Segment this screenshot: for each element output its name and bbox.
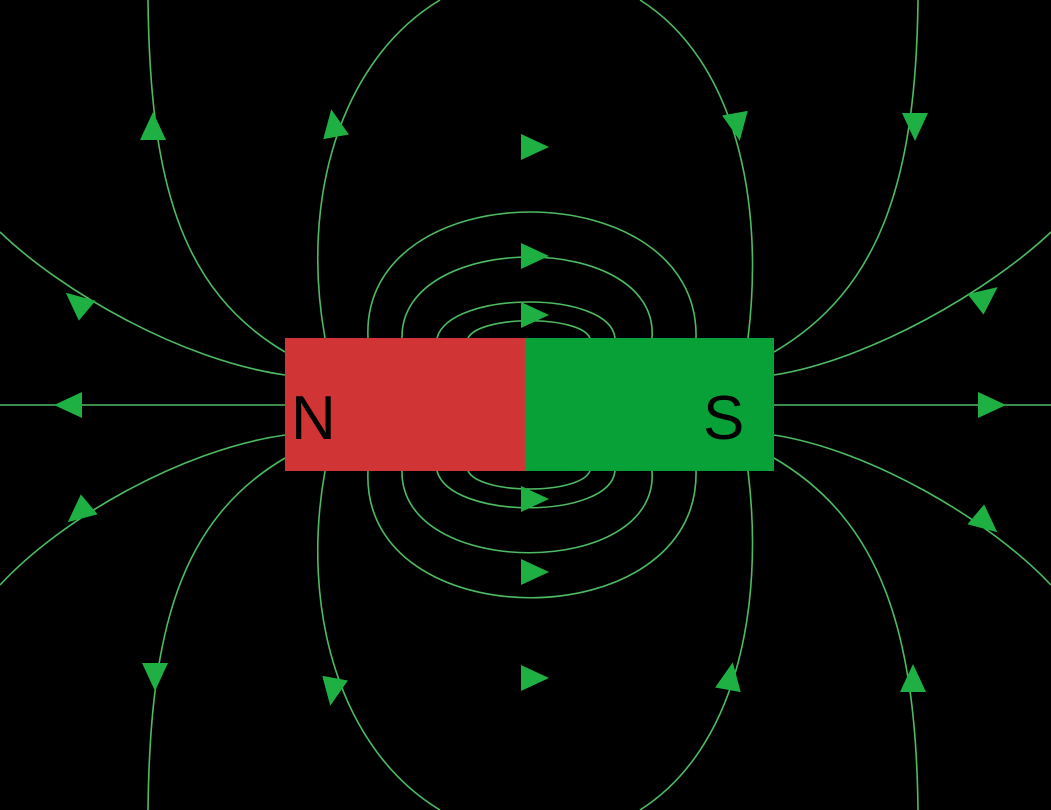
field-line-bottom-left-vertical: [147, 457, 286, 810]
arrow-axis-left-icon: [54, 392, 82, 418]
arrow-right-vertical-bot-icon: [900, 664, 926, 692]
north-pole: [285, 338, 527, 471]
arrow-left-vertical-top-icon: [140, 112, 166, 140]
field-line-outer-bot-right: [773, 434, 1051, 586]
field-line-tall-bot-right: [639, 470, 754, 810]
arrow-loop-2-top-icon: [521, 243, 549, 269]
arrow-axis-right-icon: [978, 392, 1006, 418]
field-line-tall-bot-left: [316, 470, 441, 810]
arrow-tall-bot-right-icon: [715, 662, 741, 693]
field-line-tall-top-right: [639, 0, 754, 339]
field-line-outer-top-left: [0, 231, 286, 376]
field-line-bottom-right-vertical: [773, 457, 919, 810]
arrow-right-vertical-top-icon: [902, 113, 928, 141]
field-line-tall-top-left: [316, 0, 441, 339]
south-pole: [525, 338, 774, 471]
field-line-loop-1: [367, 211, 697, 599]
arrow-loop-3-bottom-icon: [521, 486, 549, 512]
arrow-loop-2-bottom-icon: [521, 559, 549, 585]
arrow-outer-top-left-icon: [65, 292, 96, 321]
field-line-top-left-vertical: [147, 0, 286, 353]
arrow-outer-bot-left-icon: [67, 494, 98, 523]
arrow-loop-1-top-icon: [521, 134, 549, 160]
arrow-left-vertical-bot-icon: [142, 663, 168, 691]
arrow-tall-top-left-icon: [323, 109, 349, 140]
arrow-tall-bot-left-icon: [322, 675, 348, 706]
arrow-tall-top-right-icon: [722, 110, 748, 141]
south-pole-label: S: [703, 384, 744, 453]
field-line-outer-top-right: [773, 231, 1051, 376]
arrow-loop-3-top-icon: [521, 302, 549, 328]
field-line-top-right-vertical: [773, 0, 919, 353]
arrow-outer-bot-right-icon: [967, 504, 998, 533]
arrow-loop-1-bottom-icon: [521, 665, 549, 691]
arrow-outer-top-right-icon: [967, 287, 998, 315]
direction-arrows: [54, 109, 1006, 706]
north-pole-label: N: [291, 384, 336, 453]
field-line-outer-bot-left: [0, 434, 286, 586]
bar-magnet: N S: [285, 338, 774, 471]
